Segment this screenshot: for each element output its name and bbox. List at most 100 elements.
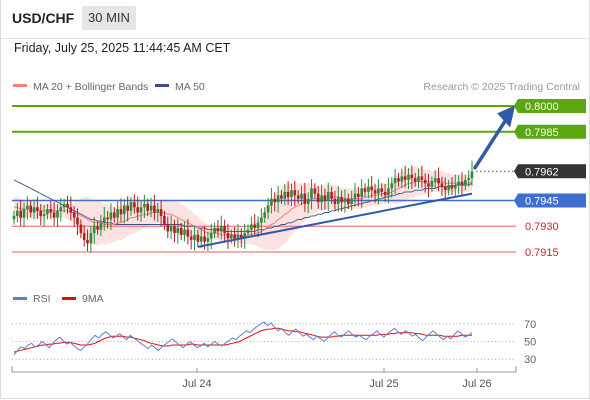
analyst-overlay [197, 105, 516, 248]
last-price-label-bg [514, 164, 586, 179]
legend-ma20: MA 20 + Bollinger Bands [33, 81, 148, 93]
candle-body [316, 193, 320, 203]
candle-body [106, 217, 109, 220]
candle-body [367, 186, 370, 192]
resistance-2-label-bg [514, 99, 586, 113]
candle-body [303, 193, 307, 204]
candle-body [126, 205, 129, 211]
candle-body [457, 181, 460, 185]
candle-body [153, 205, 156, 213]
candle-body [213, 228, 216, 234]
candle-body [19, 210, 22, 218]
candle-body [383, 191, 387, 196]
candle-body [92, 226, 96, 234]
candle-body [233, 234, 236, 240]
candle-body [62, 203, 66, 208]
candle-body [256, 222, 260, 228]
candle-body [407, 174, 410, 180]
legend-swatch-rsi-ma [62, 297, 76, 300]
candle-body [220, 226, 223, 232]
time-axis: Jul 24 Jul 25 Jul 26 [11, 366, 517, 390]
chart-header: USD/CHF 30 MIN [0, 0, 590, 39]
candle-body [69, 207, 73, 213]
candle-body [139, 207, 143, 213]
candle-body [370, 186, 373, 191]
candle-body [103, 217, 106, 223]
candle-body [226, 233, 230, 239]
candle-body [270, 198, 273, 206]
candle-body [467, 178, 470, 180]
candle-body [96, 226, 99, 230]
candle-body [49, 209, 53, 213]
candle-body [440, 183, 444, 187]
candle-body [240, 234, 243, 239]
candle-body [72, 212, 76, 218]
candle-body [400, 176, 404, 182]
candle-body [360, 188, 363, 197]
forecast-arrow-shaft [473, 117, 508, 170]
candle-body [193, 234, 196, 240]
candle-body [353, 193, 357, 199]
candle-body [260, 217, 263, 223]
pivot-label: 0.7945 [525, 195, 559, 207]
legend-swatch-rsi [13, 297, 27, 300]
resistance-2-label: 0.8000 [525, 101, 559, 113]
candle-body [36, 207, 39, 211]
time-label: Jul 24 [182, 378, 211, 390]
candle-body [397, 178, 400, 182]
resistance-1-label: 0.7985 [525, 127, 559, 139]
candle-body [337, 197, 340, 204]
rsi-legend: RSI 9MA [13, 293, 104, 305]
candle-body [403, 176, 407, 180]
candles [12, 160, 474, 253]
bollinger-bands [14, 166, 472, 251]
timeframe-button[interactable]: 30 MIN [82, 6, 136, 30]
candle-body [163, 215, 166, 225]
candle-body [296, 195, 300, 199]
candle-body [156, 209, 160, 213]
candle-body [413, 178, 417, 182]
candle-body [223, 226, 226, 234]
candle-body [450, 185, 454, 189]
candle-body [326, 191, 330, 201]
support-1-label: 0.7930 [525, 221, 559, 233]
copyright: Research © 2025 Trading Central [423, 81, 580, 93]
candle-body [203, 236, 206, 242]
candle-body [26, 205, 29, 209]
candle-body [29, 205, 32, 213]
candle-body [350, 198, 353, 204]
candle-body [266, 205, 270, 213]
candle-body [306, 198, 310, 204]
candle-body [286, 191, 290, 198]
candle-body [410, 174, 414, 179]
candle-body [16, 210, 19, 216]
candle-body [253, 224, 256, 228]
candle-body [159, 209, 163, 216]
legend-swatch-ma50 [155, 84, 169, 87]
pivot-label-bg [514, 193, 586, 208]
candle-body [183, 229, 186, 235]
level-labels: 0.8000 0.7985 0.7962 0.7945 0.7930 0.7915 [514, 99, 586, 259]
trendline [197, 192, 473, 248]
moving-averages [13, 179, 473, 237]
candle-body [357, 193, 360, 197]
candle-body [109, 212, 113, 220]
candle-body [454, 185, 457, 189]
candle-body [52, 212, 56, 218]
candle-body [250, 224, 253, 230]
candle-body [189, 236, 193, 240]
rsi-ma-line [13, 327, 472, 353]
candle-body [46, 209, 49, 215]
candle-body [79, 224, 83, 234]
candle-body [246, 229, 250, 234]
legend-swatch-ma20 [13, 84, 27, 87]
candle-body [340, 197, 343, 203]
candle-body [76, 217, 79, 225]
candle-body [387, 188, 390, 196]
candle-body [313, 188, 317, 194]
candle-body [89, 233, 93, 244]
forecast-arrow-head [497, 105, 516, 128]
candle-body [199, 236, 203, 242]
candle-body [470, 171, 474, 179]
